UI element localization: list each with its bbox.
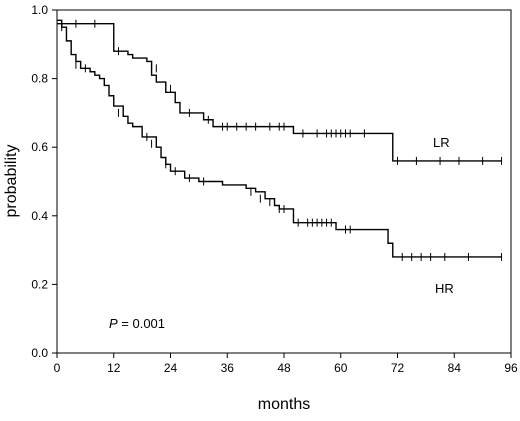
plot-frame (56, 9, 512, 354)
p-value-text: = 0.001 (118, 316, 165, 331)
x-tick-label: 72 (391, 361, 405, 375)
y-tick-label: 0.6 (31, 140, 48, 154)
x-tick-label: 60 (334, 361, 348, 375)
x-tick-label: 96 (504, 361, 518, 375)
y-tick-label: 0.4 (31, 209, 48, 223)
censor-marks-layer (61, 19, 503, 261)
y-axis-ticks: 0.0 0.2 0.4 0.6 0.8 1.0 (31, 3, 57, 360)
p-value-annotation: P = 0.001 (109, 316, 165, 331)
y-tick-label: 0.8 (31, 72, 48, 86)
series-label-lr: LR (433, 135, 450, 150)
x-tick-label: 24 (164, 361, 178, 375)
series-label-hr: HR (435, 281, 454, 296)
y-axis-title: probability (3, 145, 20, 218)
y-tick-label: 1.0 (31, 3, 48, 17)
x-tick-label: 36 (221, 361, 235, 375)
x-axis-ticks: 0 12 24 36 48 60 72 84 96 (54, 353, 518, 375)
y-tick-label: 0.2 (31, 277, 48, 291)
y-tick-label: 0.0 (31, 346, 48, 360)
x-tick-label: 0 (54, 361, 61, 375)
survival-curve-lr (57, 23, 502, 162)
x-tick-label: 84 (448, 361, 462, 375)
x-tick-label: 12 (107, 361, 121, 375)
p-value-symbol: P (109, 316, 118, 331)
x-axis-title: months (258, 396, 310, 413)
x-tick-label: 48 (277, 361, 291, 375)
